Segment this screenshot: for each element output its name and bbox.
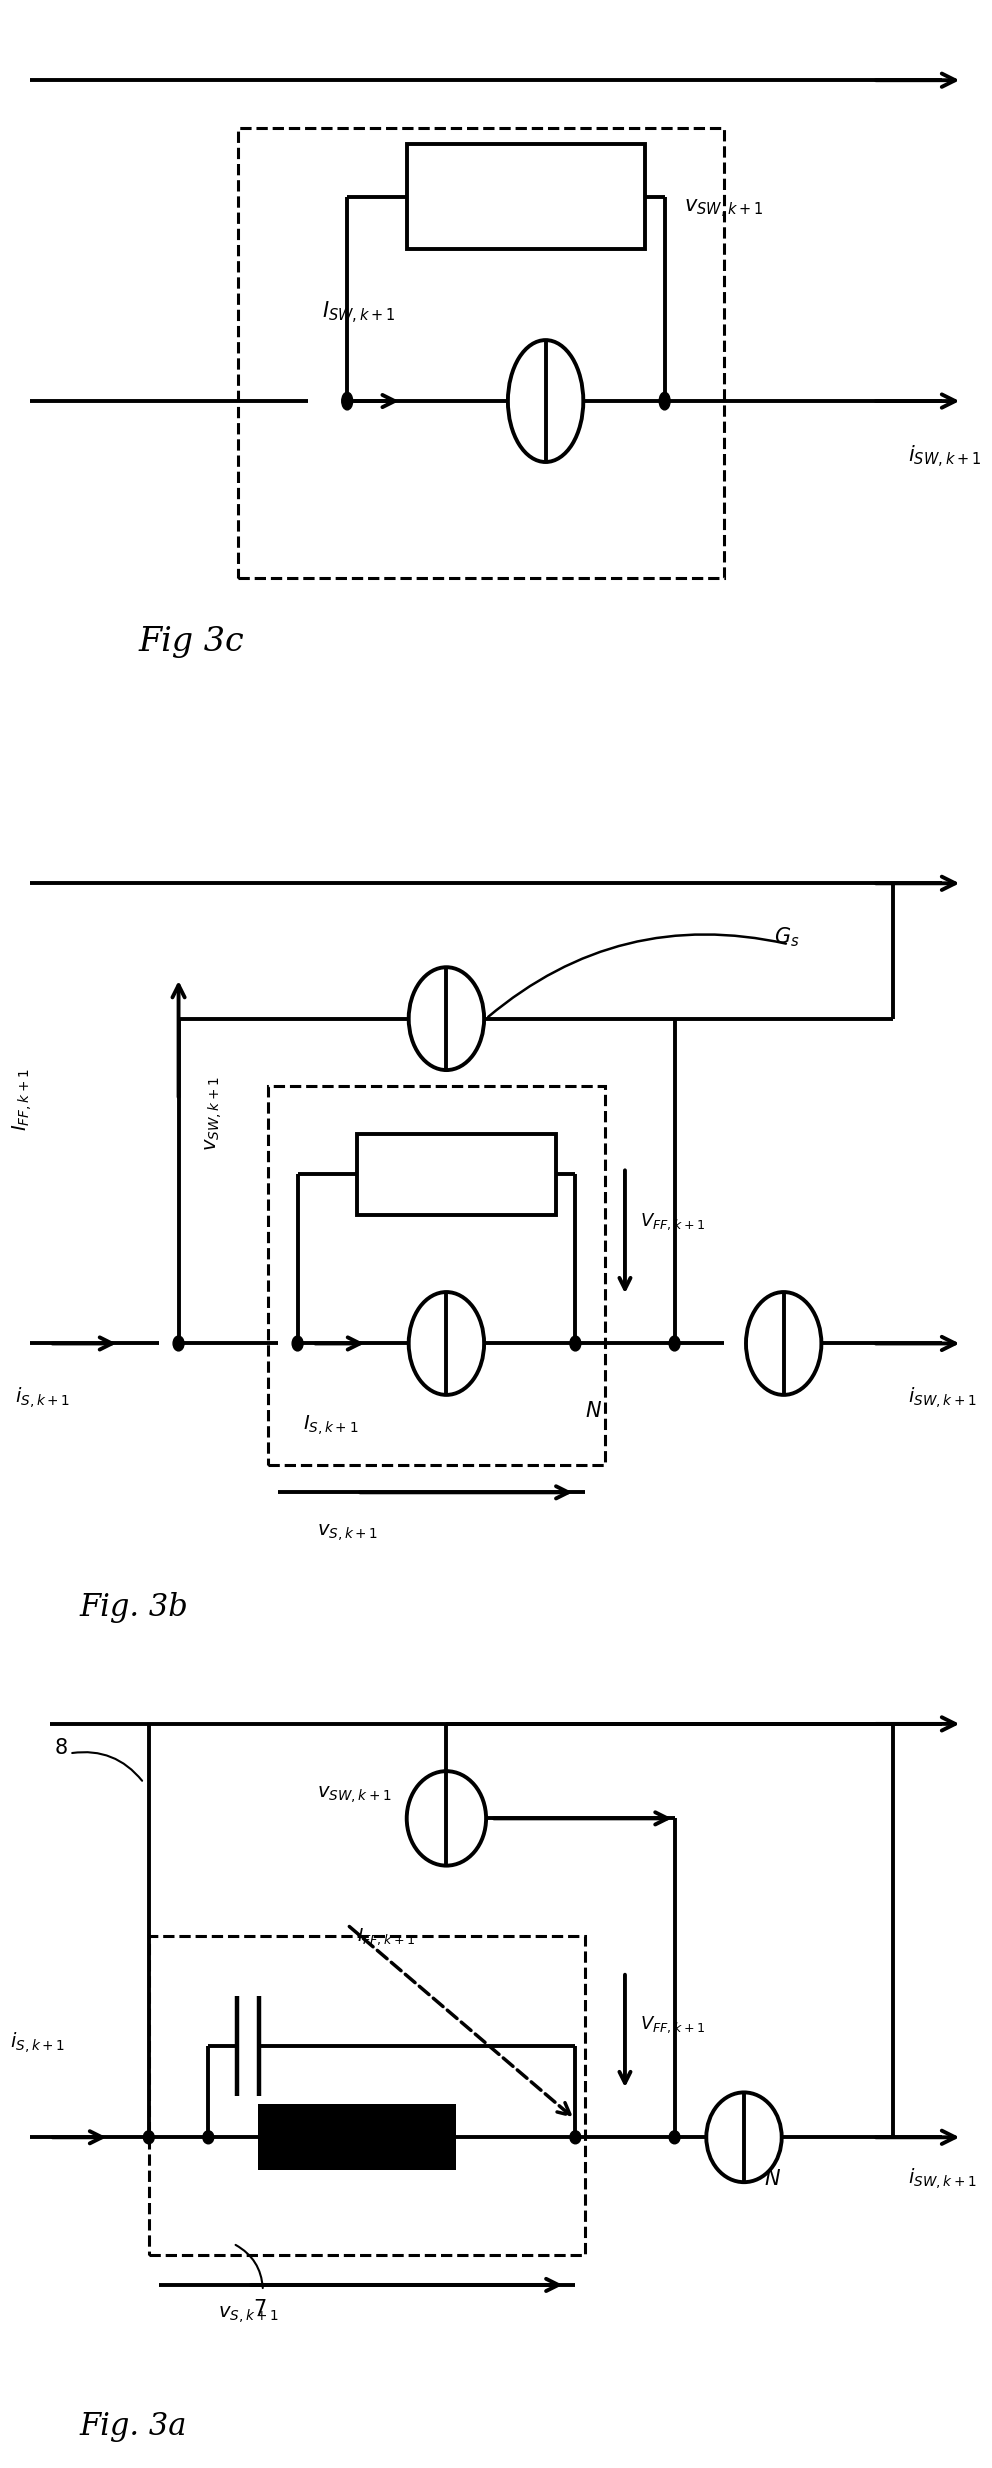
Circle shape	[292, 1335, 304, 1350]
Circle shape	[569, 2130, 581, 2145]
Text: $v_{SW,k+1}$: $v_{SW,k+1}$	[684, 197, 764, 220]
Text: $i_{S,k+1}$: $i_{S,k+1}$	[10, 2031, 65, 2056]
Text: $G_s$: $G_s$	[774, 926, 800, 950]
Circle shape	[659, 392, 671, 410]
Text: 8: 8	[55, 1737, 67, 1757]
Circle shape	[409, 967, 484, 1071]
Bar	[407, 143, 645, 249]
Text: $V_{FF,k+1}$: $V_{FF,k+1}$	[640, 1212, 704, 1232]
Circle shape	[669, 1335, 681, 1350]
Circle shape	[407, 1772, 486, 1866]
Text: $i_{S,k+1}$: $i_{S,k+1}$	[15, 1385, 70, 1409]
Text: Fig 3c: Fig 3c	[139, 627, 245, 656]
Circle shape	[144, 2130, 155, 2145]
Bar	[268, 1086, 605, 1466]
Text: $v_{S,k+1}$: $v_{S,k+1}$	[218, 2305, 280, 2325]
Text: $i_{SW,k+1}$: $i_{SW,k+1}$	[908, 2167, 976, 2192]
Circle shape	[508, 341, 583, 462]
Text: $v_{SW,k+1}$: $v_{SW,k+1}$	[317, 1784, 392, 1804]
Circle shape	[174, 1335, 185, 1350]
Bar	[238, 128, 724, 578]
Circle shape	[569, 1335, 581, 1350]
Circle shape	[341, 392, 353, 410]
Bar	[258, 2105, 456, 2169]
Circle shape	[409, 1293, 484, 1394]
Text: $N$: $N$	[764, 2169, 781, 2189]
Text: $I_{FF,k+1}$: $I_{FF,k+1}$	[10, 1069, 34, 1130]
Text: $V_{FF,k+1}$: $V_{FF,k+1}$	[640, 2014, 704, 2036]
Text: Fig. 3a: Fig. 3a	[79, 2411, 186, 2443]
Text: $i_{SW,k+1}$: $i_{SW,k+1}$	[908, 444, 981, 471]
Bar	[149, 1937, 585, 2256]
Text: Fig. 3b: Fig. 3b	[79, 1592, 188, 1624]
Text: $I_{S,k+1}$: $I_{S,k+1}$	[303, 1412, 358, 1436]
Text: 7: 7	[253, 2298, 266, 2317]
Bar	[357, 1133, 556, 1214]
Text: $I_{SW,k+1}$: $I_{SW,k+1}$	[322, 299, 396, 326]
Text: $i_{SW,k+1}$: $i_{SW,k+1}$	[908, 1385, 976, 1409]
Circle shape	[203, 2130, 214, 2145]
Circle shape	[746, 1293, 821, 1394]
Circle shape	[669, 2130, 681, 2145]
Circle shape	[706, 2093, 782, 2182]
Text: $N$: $N$	[585, 1402, 602, 1422]
Text: $v_{S,k+1}$: $v_{S,k+1}$	[317, 1523, 379, 1542]
Text: $v_{SW,k+1}$: $v_{SW,k+1}$	[203, 1076, 224, 1150]
Text: $I_{FF,k+1}$: $I_{FF,k+1}$	[357, 1925, 415, 1947]
